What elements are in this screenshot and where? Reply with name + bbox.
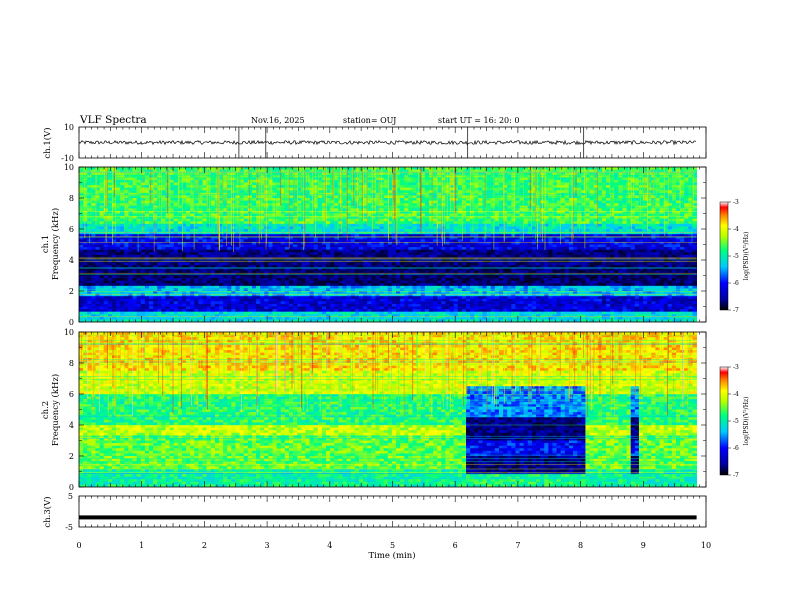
ch2-colorbar-label: log(PSD)(V²/Hz)	[743, 397, 750, 446]
freq-tick-label: 0	[69, 318, 74, 327]
ch3-waveform-panel: 5 -5 ch.3(V) 0 1 2 3 4 5 6 7 8 9 10 Time (min)	[42, 492, 711, 561]
colorbar-tick-label: -3	[733, 364, 739, 371]
ch1-spectrogram-image	[79, 167, 697, 322]
ch2-spectrogram-panel: 0 2 4 6 8 10 ch.2 Frequency (kHz)	[41, 328, 707, 492]
freq-tick-label: 6	[69, 390, 74, 399]
ch1-trace	[78, 127, 697, 158]
time-tick-label: 3	[265, 541, 270, 550]
ch2-spectrogram-image	[79, 332, 697, 487]
freq-tick-label: 8	[69, 194, 74, 203]
freq-tick-label: 4	[69, 421, 74, 430]
ch1-ytick-top: 10	[64, 123, 74, 132]
ch1-spec-x-ticks	[78, 167, 707, 322]
colorbar-tick-label: -7	[733, 307, 739, 314]
time-tick-label: 8	[578, 541, 583, 550]
colorbar-tick-label: -5	[733, 418, 739, 425]
time-tick-label: 6	[453, 541, 458, 550]
freq-tick-label: 2	[69, 452, 74, 461]
ch1-colorbar-label: log(PSD)(V²/Hz)	[743, 232, 750, 281]
ch1-freq-ticks: 0 2 4 6 8 10	[64, 163, 706, 327]
colorbar-tick-label: -7	[733, 472, 739, 479]
time-axis-tick-labels: 0 1 2 3 4 5 6 7 8 9 10	[76, 541, 711, 550]
ch1-spec-ylabel-ch: ch.1	[41, 235, 51, 253]
ch1-ylabel: ch.1(V)	[42, 127, 53, 158]
colorbar-tick-label: -6	[733, 445, 739, 452]
time-tick-label: 10	[701, 541, 711, 550]
freq-tick-label: 10	[64, 163, 74, 172]
colorbar-tick-label: -4	[733, 391, 739, 398]
date-label: Nov.16, 2025	[251, 116, 305, 125]
ch3-ylabel: ch.3(V)	[42, 496, 53, 527]
freq-tick-label: 10	[64, 328, 74, 337]
ch1-x-ticks	[78, 127, 707, 158]
time-tick-label: 0	[76, 541, 81, 550]
time-axis-label: Time (min)	[368, 550, 415, 561]
time-tick-label: 7	[515, 541, 520, 550]
time-tick-label: 4	[327, 541, 332, 550]
ch3-ytick-bottom: -5	[65, 523, 73, 532]
time-tick-label: 1	[139, 541, 144, 550]
ch2-colorbar: -3 -4 -5 -6 -7 log(PSD)(V²/Hz)	[719, 364, 750, 479]
ch2-spec-ylabel-freq: Frequency (kHz)	[50, 374, 61, 446]
time-tick-label: 5	[390, 541, 395, 550]
start-time-label: start UT = 16: 20: 0	[438, 116, 519, 125]
time-tick-label: 9	[641, 541, 646, 550]
ch2-spec-ylabel-ch: ch.2	[41, 401, 51, 419]
ch3-x-ticks	[78, 496, 707, 527]
ch3-trace	[79, 515, 697, 520]
ch2-spec-x-ticks	[78, 332, 707, 487]
colorbar-tick-label: -5	[733, 253, 739, 260]
ch1-spec-ylabel-freq: Frequency (kHz)	[50, 208, 61, 280]
ch1-waveform-panel: 10 -10 ch.1(V)	[42, 123, 707, 163]
colorbar-tick-label: -3	[733, 199, 739, 206]
figure-title: VLF Spectra	[79, 114, 147, 126]
freq-tick-label: 8	[69, 359, 74, 368]
freq-tick-label: 0	[69, 483, 74, 492]
station-label: station= OUJ	[343, 116, 396, 125]
colorbar-tick-label: -4	[733, 226, 739, 233]
colorbar-tick-label: -6	[733, 280, 739, 287]
freq-tick-label: 4	[69, 256, 74, 265]
ch2-freq-ticks: 0 2 4 6 8 10	[64, 328, 706, 492]
ch3-ytick-top: 5	[68, 492, 73, 501]
ch1-ytick-bottom: -10	[61, 154, 74, 163]
time-tick-label: 2	[202, 541, 207, 550]
freq-tick-label: 6	[69, 225, 74, 234]
ch1-spectrogram-panel: 0 2 4 6 8 10 ch.1 Frequency (kHz)	[41, 163, 707, 327]
ch1-colorbar: -3 -4 -5 -6 -7 log(PSD)(V²/Hz)	[719, 199, 750, 314]
freq-tick-label: 2	[69, 287, 74, 296]
